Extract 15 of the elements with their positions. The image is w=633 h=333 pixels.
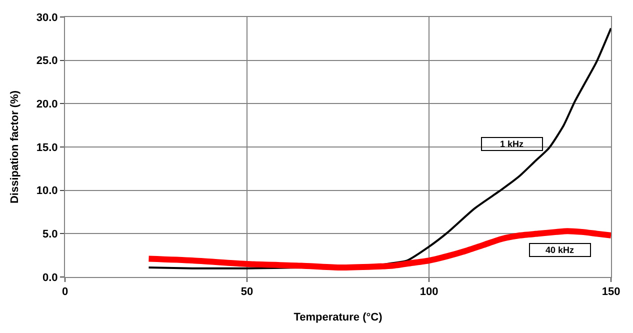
x-tick-label: 0 xyxy=(62,286,68,298)
x-tick-label: 50 xyxy=(240,286,254,298)
y-tick-label: 25.0 xyxy=(36,55,58,68)
y-tick-label: 0.0 xyxy=(42,272,58,284)
x-tick-label: 150 xyxy=(602,286,620,298)
y-axis-title: Dissipation factor (%) xyxy=(9,90,22,204)
y-tick-label: 10.0 xyxy=(36,185,58,198)
y-tick-label: 30.0 xyxy=(36,12,58,24)
series-label: 1 kHz xyxy=(500,139,524,149)
x-axis-title: Temperature (°C) xyxy=(294,311,383,324)
y-tick-label: 5.0 xyxy=(42,228,58,241)
y-tick-label: 20.0 xyxy=(36,98,58,111)
series-label: 40 kHz xyxy=(545,245,575,255)
x-tick-label: 100 xyxy=(420,286,438,298)
y-tick-label: 15.0 xyxy=(36,142,58,154)
